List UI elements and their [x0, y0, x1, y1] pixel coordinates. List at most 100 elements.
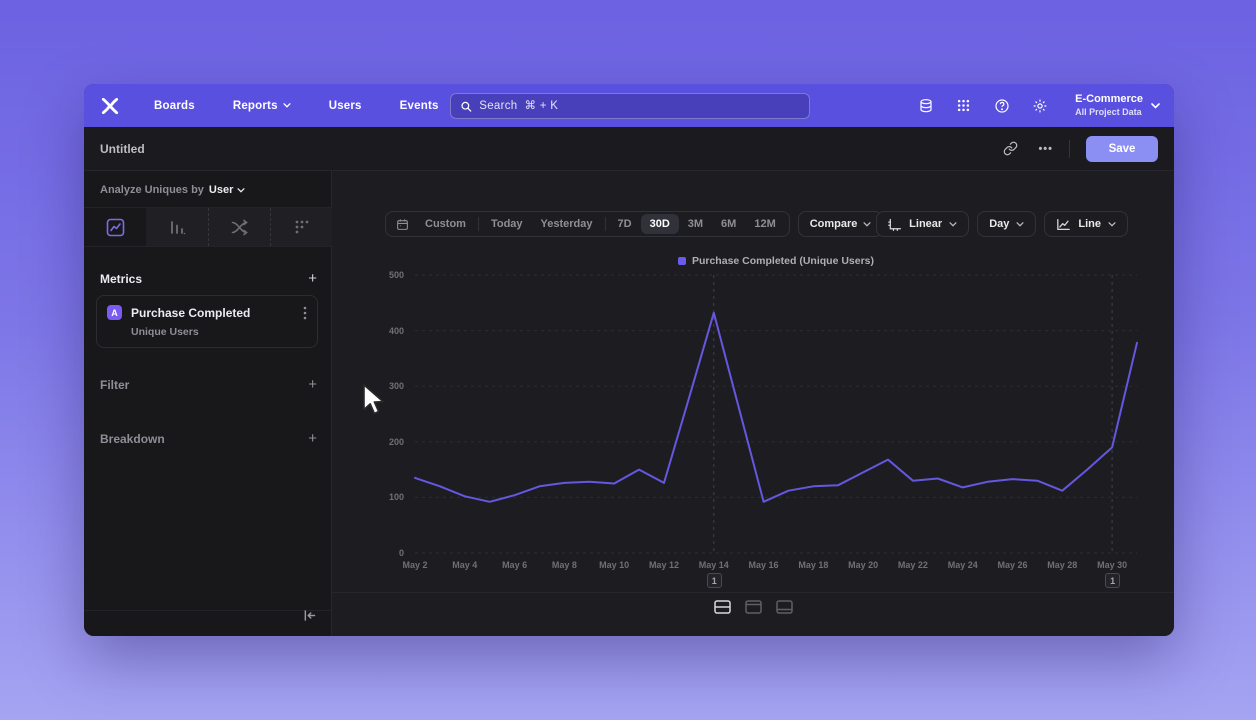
x-axis-tick: May 4	[452, 560, 478, 570]
layout-table-button[interactable]	[773, 598, 795, 616]
x-axis-tick: May 2	[402, 560, 428, 570]
chevron-down-icon	[1151, 102, 1160, 109]
chevron-down-icon	[949, 221, 957, 227]
settings-gear-icon[interactable]	[1031, 97, 1048, 114]
metrics-section-header: Metrics +	[100, 270, 317, 287]
series-line[interactable]	[414, 311, 1138, 503]
chart-panel: Custom Today Yesterday 7D 30D 3M 6M 12M Compare…	[332, 171, 1174, 636]
x-axis-tick: May 12	[648, 560, 679, 570]
filter-section-header: Filter +	[100, 376, 317, 393]
collapse-sidebar-button[interactable]	[302, 608, 317, 628]
range-button-12m[interactable]: 12M	[745, 214, 784, 234]
report-type-tabs	[84, 208, 332, 246]
report-titlebar: Untitled ••• Save	[84, 127, 1174, 171]
range-buttons: Custom Today Yesterday 7D 30D 3M 6M 12M	[416, 214, 785, 234]
tab-flows[interactable]	[208, 208, 270, 246]
x-axis-tick: May 28	[1047, 560, 1078, 570]
tab-insights[interactable]	[84, 208, 146, 246]
tab-retention[interactable]	[270, 208, 332, 246]
save-button[interactable]: Save	[1086, 135, 1158, 162]
nav-item-boards[interactable]: Boards	[154, 99, 195, 112]
chart-legend[interactable]: Purchase Completed (Unique Users)	[415, 255, 1137, 267]
scale-dropdown[interactable]: Linear	[876, 211, 970, 237]
divider	[477, 217, 479, 231]
query-builder-sidebar: Analyze Uniques by User	[84, 171, 332, 636]
chart-layout-icon	[744, 600, 762, 614]
nav-item-users[interactable]: Users	[328, 99, 362, 112]
share-link-button[interactable]	[998, 137, 1022, 161]
range-button-7d[interactable]: 7D	[609, 214, 641, 234]
chevron-down-icon	[863, 221, 871, 227]
divider	[84, 246, 331, 247]
y-axis-tick: 400	[388, 325, 404, 336]
calendar-icon	[396, 218, 409, 231]
x-axis-tick: May 22	[897, 560, 928, 570]
add-metric-button[interactable]: +	[308, 270, 317, 287]
x-axis-tick: May 26	[997, 560, 1028, 570]
mixpanel-logo[interactable]	[100, 96, 120, 116]
nav-item-events[interactable]: Events	[399, 99, 439, 112]
range-button-3m[interactable]: 3M	[679, 214, 712, 234]
annotation-marker[interactable]: 1	[706, 573, 722, 588]
filter-header-label: Filter	[100, 377, 130, 392]
chevron-down-icon	[1108, 221, 1116, 227]
search-input[interactable]	[479, 100, 800, 112]
nav-item-reports[interactable]: Reports	[233, 100, 291, 112]
range-button-custom[interactable]: Custom	[416, 214, 475, 234]
data-management-icon[interactable]	[917, 97, 934, 114]
tab-funnels[interactable]	[146, 208, 208, 246]
add-breakdown-button[interactable]: +	[308, 430, 317, 447]
project-scope: All Project Data	[1075, 106, 1142, 117]
analyze-entity-dropdown[interactable]: User	[209, 184, 245, 196]
range-button-today[interactable]: Today	[482, 214, 532, 234]
x-axis-tick: May 18	[798, 560, 829, 570]
range-button-30d[interactable]: 30D	[640, 214, 679, 234]
y-axis-tick: 0	[398, 548, 404, 558]
nav-items: Boards Reports Users Events	[154, 100, 439, 112]
link-icon	[1003, 141, 1018, 156]
add-filter-button[interactable]: +	[308, 376, 317, 393]
chart-svg	[414, 274, 1138, 554]
range-button-6m[interactable]: 6M	[712, 214, 745, 234]
x-axis-tick: May 30	[1097, 560, 1128, 570]
interval-dropdown[interactable]: Day	[977, 211, 1037, 237]
y-axis-tick: 200	[388, 436, 404, 447]
y-axis-tick: 100	[388, 492, 404, 503]
layout-toggles	[332, 598, 1174, 616]
nav-right: E-Commerce All Project Data	[917, 93, 1160, 118]
insights-chart-icon	[106, 218, 124, 236]
metric-menu-icon[interactable]	[303, 306, 307, 320]
x-axis-tick: May 8	[551, 560, 577, 570]
more-options-button[interactable]: •••	[1038, 142, 1053, 155]
line-chart[interactable]	[414, 274, 1138, 554]
project-selector[interactable]: E-Commerce All Project Data	[1075, 93, 1160, 118]
chart-type-dropdown[interactable]: Line	[1044, 211, 1128, 237]
date-range-group: Custom Today Yesterday 7D 30D 3M 6M 12M	[385, 211, 790, 237]
help-icon[interactable]	[993, 97, 1010, 114]
divider	[604, 217, 606, 231]
x-axis-tick: May 20	[848, 560, 879, 570]
layout-chart-button[interactable]	[742, 598, 764, 616]
global-search[interactable]	[450, 93, 810, 119]
y-axis-tick: 300	[388, 381, 404, 392]
chevron-down-icon	[237, 187, 245, 193]
x-axis-tick: May 10	[599, 560, 630, 570]
flows-icon	[231, 219, 248, 235]
range-button-yesterday[interactable]: Yesterday	[532, 214, 602, 234]
divider	[332, 592, 1174, 593]
x-axis-tick: May 24	[947, 560, 978, 570]
line-chart-icon	[1057, 218, 1071, 230]
apps-grid-icon[interactable]	[955, 97, 972, 114]
compare-button[interactable]: Compare	[797, 211, 884, 237]
legend-label: Purchase Completed (Unique Users)	[691, 255, 875, 267]
report-title[interactable]: Untitled	[100, 141, 145, 156]
metric-subtitle: Unique Users	[131, 326, 199, 338]
metric-card[interactable]: A Purchase Completed Unique Users	[96, 295, 318, 348]
split-layout-icon	[713, 600, 731, 614]
layout-split-button[interactable]	[711, 598, 733, 616]
annotation-marker[interactable]: 1	[1105, 573, 1121, 588]
divider	[1069, 139, 1070, 158]
breakdown-section-header: Breakdown +	[100, 430, 317, 447]
breakdown-header-label: Breakdown	[100, 431, 165, 446]
